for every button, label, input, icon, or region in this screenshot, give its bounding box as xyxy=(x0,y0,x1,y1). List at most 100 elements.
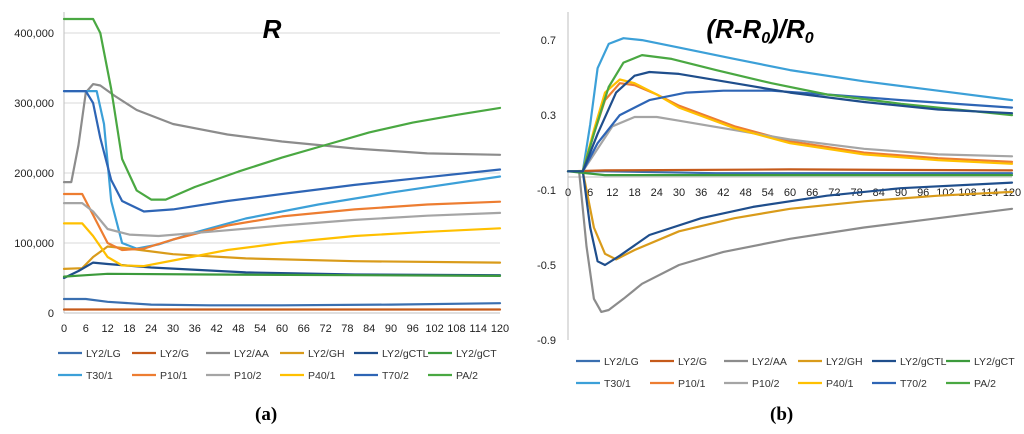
figure-caption-part: ( xyxy=(255,404,261,425)
x-tick-label: 30 xyxy=(673,187,685,199)
chart-title-part: (R-R xyxy=(706,14,761,44)
series-line xyxy=(62,192,502,252)
legend-label: P10/1 xyxy=(678,378,706,390)
chart-title-part: )/R xyxy=(767,14,805,44)
legend-label: LY2/LG xyxy=(86,348,121,360)
legend-label: LY2/GH xyxy=(308,348,345,360)
legend-item: LY2/gCTL xyxy=(872,356,947,368)
legend-item: P40/1 xyxy=(798,378,854,390)
chart-title-part: 0 xyxy=(805,30,814,47)
legend-label: P40/1 xyxy=(308,370,336,382)
figure-caption-part: a xyxy=(261,404,271,425)
x-tick-label: 78 xyxy=(341,323,353,335)
legend-label: LY2/gCT xyxy=(974,356,1015,368)
x-tick-label: 54 xyxy=(762,187,774,199)
x-tick-label: 24 xyxy=(651,187,663,199)
legend-label: LY2/gCTL xyxy=(382,348,429,360)
y-tick-label: 100,000 xyxy=(14,238,54,250)
y-tick-label: 0.3 xyxy=(541,110,556,122)
legend-label: T70/2 xyxy=(382,370,409,382)
legend-item: T30/1 xyxy=(576,378,631,390)
legend-label: PA/2 xyxy=(974,378,996,390)
legend-label: T30/1 xyxy=(604,378,631,390)
series-line xyxy=(566,115,1014,173)
x-tick-label: 48 xyxy=(232,323,244,335)
chart-a: 0 100,000 200,000 300,000 400,000 0 6 12 18 24 30 3… xyxy=(14,12,509,425)
legend-label: LY2/AA xyxy=(752,356,787,368)
legend-label: T30/1 xyxy=(86,370,113,382)
series-line xyxy=(62,222,502,268)
legend-item: T30/1 xyxy=(58,370,113,382)
legend-item: T70/2 xyxy=(872,378,927,390)
figure-caption-part: ( xyxy=(770,404,776,425)
legend-item: PA/2 xyxy=(946,378,996,390)
series-line xyxy=(566,170,1014,313)
y-tick-label: -0.9 xyxy=(537,335,556,347)
legend-item: LY2/gCT xyxy=(946,356,1015,368)
x-tick-label: 102 xyxy=(936,187,954,199)
x-tick-label: 108 xyxy=(447,323,465,335)
x-tick-label: 96 xyxy=(407,323,419,335)
series-line xyxy=(566,170,1014,261)
legend-item: LY2/G xyxy=(132,348,189,360)
x-tick-label: 84 xyxy=(873,187,885,199)
legend-label: P40/1 xyxy=(826,378,854,390)
figure-caption: (a) xyxy=(255,404,277,425)
x-tick-label: 90 xyxy=(385,323,397,335)
legend-item: LY2/LG xyxy=(576,356,639,368)
chart-b: 0.7 0.3 -0.1 -0.5 -0.9 0 6 12 18 24 30 36 42 48 54 60 66… xyxy=(537,12,1021,425)
figure-caption: (b) xyxy=(770,404,793,425)
legend-label: LY2/gCT xyxy=(456,348,497,360)
legend-item: PA/2 xyxy=(428,370,478,382)
x-tick-label: 72 xyxy=(319,323,331,335)
legend-item: LY2/GH xyxy=(798,356,863,368)
legend-item: P10/2 xyxy=(724,378,780,390)
series-line xyxy=(566,170,1014,177)
series-line xyxy=(62,297,502,307)
x-tick-label: 114 xyxy=(469,323,487,335)
legend-item: LY2/gCTL xyxy=(354,348,429,360)
chart-title: R xyxy=(263,14,282,44)
x-tick-label: 66 xyxy=(298,323,310,335)
x-tick-label: 18 xyxy=(628,187,640,199)
x-tick-label: 18 xyxy=(123,323,135,335)
x-tick-label: 36 xyxy=(189,323,201,335)
legend-item: T70/2 xyxy=(354,370,409,382)
legend-label: P10/2 xyxy=(234,370,262,382)
y-tick-label: 400,000 xyxy=(14,28,54,40)
figure-caption-part: b xyxy=(776,404,787,425)
chart-title: (R-R0)/R0 xyxy=(706,14,813,47)
x-tick-label: 0 xyxy=(61,323,67,335)
series-line xyxy=(566,170,1014,175)
x-tick-label: 108 xyxy=(958,187,976,199)
legend-item: LY2/gCT xyxy=(428,348,497,360)
legend-item: LY2/AA xyxy=(206,348,269,360)
legend-label: T70/2 xyxy=(900,378,927,390)
legend-label: PA/2 xyxy=(456,370,478,382)
x-tick-label: 24 xyxy=(145,323,157,335)
x-tick-label: 102 xyxy=(425,323,443,335)
y-tick-label: 200,000 xyxy=(14,168,54,180)
x-tick-label: 84 xyxy=(363,323,375,335)
x-tick-label: 90 xyxy=(895,187,907,199)
legend-item: LY2/GH xyxy=(280,348,345,360)
x-tick-label: 120 xyxy=(491,323,509,335)
legend-label: LY2/GH xyxy=(826,356,863,368)
legend-item: P10/1 xyxy=(650,378,706,390)
y-tick-label: -0.5 xyxy=(537,260,556,272)
series-line xyxy=(62,90,502,213)
legend-item: P10/1 xyxy=(132,370,188,382)
series-line xyxy=(62,17,502,201)
y-tick-label: 300,000 xyxy=(14,98,54,110)
legend-label: LY2/AA xyxy=(234,348,269,360)
legend-item: P10/2 xyxy=(206,370,262,382)
x-tick-label: 48 xyxy=(739,187,751,199)
x-tick-label: 36 xyxy=(695,187,707,199)
series-line xyxy=(566,37,1014,173)
chart-title-part: 0 xyxy=(761,30,770,47)
x-tick-label: 54 xyxy=(254,323,266,335)
series-line xyxy=(566,78,1014,173)
legend-item: P40/1 xyxy=(280,370,336,382)
x-tick-label: 60 xyxy=(784,187,796,199)
